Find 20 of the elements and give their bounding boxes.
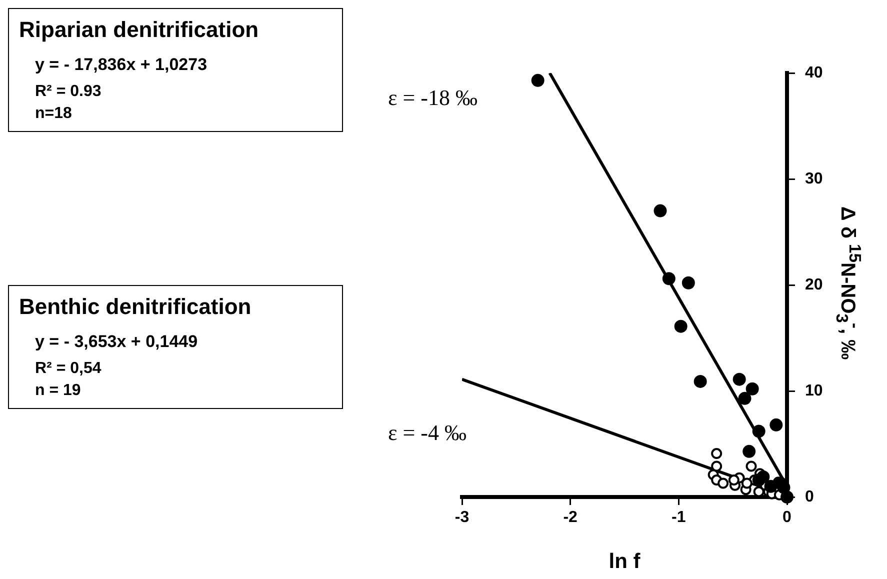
- text: n=18: [35, 105, 73, 123]
- y-tick-label: 10: [805, 382, 823, 400]
- text: y = - 17,836x + 1,0273: [35, 55, 208, 75]
- y-tick-label: 0: [805, 488, 814, 506]
- text: Benthic denitrification: [19, 294, 252, 320]
- text: R² = 0.93: [35, 83, 102, 101]
- x-tick-label: -1: [672, 509, 686, 526]
- text: R² = 0,54: [35, 360, 102, 378]
- text: Riparian denitrification: [19, 17, 260, 43]
- annotation: ε = -18 ‰: [388, 85, 478, 111]
- text: n = 19: [35, 382, 82, 400]
- text: y = - 3,653x + 0,1449: [35, 332, 199, 352]
- y-tick-label: 20: [805, 276, 823, 294]
- y-tick-label: 30: [805, 170, 823, 188]
- x-axis-title: ln f: [608, 550, 642, 574]
- annotation: ε = -4 ‰: [388, 420, 466, 446]
- y-tick-label: 40: [805, 64, 823, 82]
- x-tick-label: -2: [563, 509, 578, 526]
- x-tick-label: 0: [782, 509, 792, 526]
- x-tick-label: -3: [454, 509, 470, 526]
